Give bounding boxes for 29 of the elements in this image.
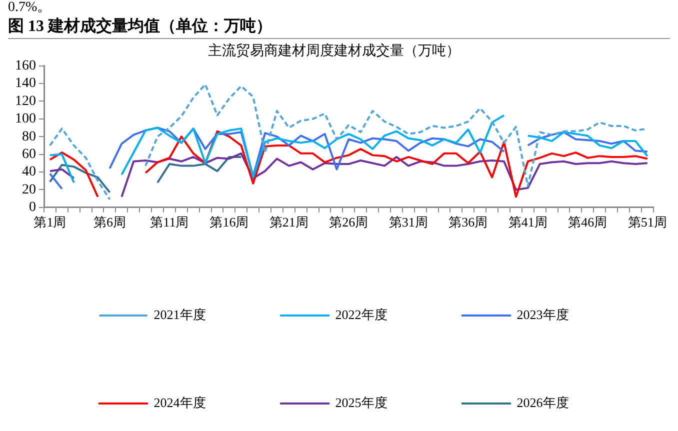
legend-label: 2025年度: [335, 394, 388, 410]
x-tick-label: 第46周: [568, 214, 608, 230]
x-tick-label: 第21周: [269, 214, 308, 230]
chart-subtitle: 主流贸易商建材周度建材成交量（万吨）: [208, 43, 460, 60]
y-tick-label: 80: [22, 129, 36, 144]
x-tick-label: 第26周: [329, 214, 368, 230]
legend-label: 2024年度: [154, 394, 206, 410]
legend-label: 2022年度: [335, 306, 388, 322]
x-tick-label: 第16周: [210, 214, 249, 230]
y-tick-label: 60: [22, 146, 36, 162]
y-tick-label: 40: [22, 164, 36, 180]
y-tick-label: 140: [15, 76, 36, 92]
x-tick-label: 第1周: [34, 214, 66, 230]
text: 0.7%。: [8, 0, 52, 16]
y-tick-label: 20: [22, 182, 36, 198]
y-tick-label: 0: [29, 200, 36, 216]
legend-label: 2021年度: [154, 306, 206, 322]
y-tick-label: 160: [15, 58, 36, 74]
y-tick-label: 100: [15, 112, 36, 127]
x-tick-label: 第31周: [388, 214, 428, 230]
chart-title: 图 13 建材成交量均值（单位：万吨）: [8, 16, 670, 39]
x-tick-label: 第6周: [93, 214, 126, 230]
legend-label: 2026年度: [516, 394, 569, 410]
x-tick-label: 第51周: [628, 214, 667, 230]
y-tick-label: 120: [15, 94, 36, 109]
x-tick-label: 第41周: [508, 214, 548, 230]
legend-label: 2023年度: [516, 306, 569, 322]
x-tick-label: 第36周: [448, 214, 488, 230]
x-tick-label: 第11周: [150, 214, 189, 230]
